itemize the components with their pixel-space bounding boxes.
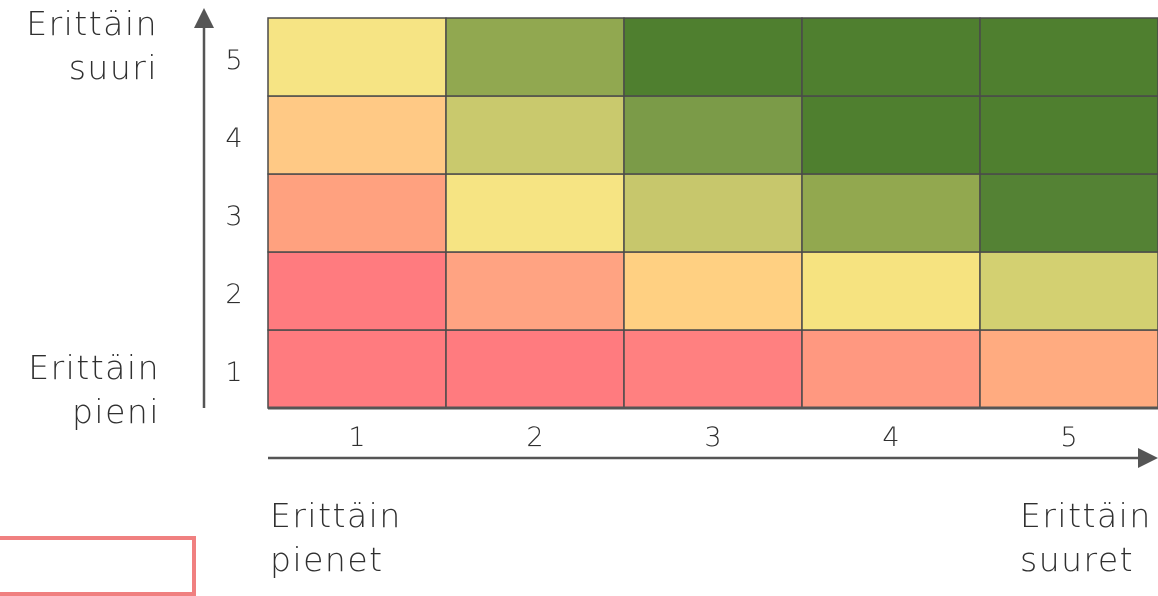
y-tick-label: 4	[225, 123, 242, 154]
x-axis-label-left: Erittäin pienet	[270, 494, 402, 582]
y-axis-label-bottom-line1: Erittäin	[28, 348, 160, 387]
heatmap-cell-x3-y2	[623, 251, 803, 331]
x-tick-labels: 1 2 3 4 5	[348, 422, 1077, 453]
heatmap-cell-x4-y2	[801, 251, 981, 331]
y-axis-label-top: Erittäin suuri	[0, 2, 158, 90]
x-tick-label: 5	[1060, 422, 1077, 453]
y-tick-label: 5	[225, 45, 242, 76]
heatmap-cell-x2-y4	[445, 95, 625, 175]
heatmap-cell-x4-y4	[801, 95, 981, 175]
heatmap-cell-x2-y3	[445, 173, 625, 253]
risk-matrix-chart: 1 2 3 4 5 1 2 3 4 5	[194, 8, 1158, 468]
x-axis-label-right-line2: suuret	[1020, 540, 1135, 579]
heatmap-cell-x5-y5	[979, 17, 1158, 97]
y-axis-label-bottom-line2: pieni	[71, 392, 160, 431]
heatmap-cell-x1-y2	[267, 251, 447, 331]
heatmap-cell-x1-y5	[267, 17, 447, 97]
x-axis-label-left-line1: Erittäin	[270, 496, 402, 535]
x-axis-label-right: Erittäin suuret	[1020, 494, 1152, 582]
y-tick-label: 2	[225, 279, 242, 310]
y-tick-label: 1	[225, 357, 242, 388]
x-axis-label-right-line1: Erittäin	[1020, 496, 1152, 535]
heatmap-cell-x4-y1	[801, 329, 981, 409]
y-axis-label-top-line1: Erittäin	[26, 4, 158, 43]
heatmap-cell-x3-y4	[623, 95, 803, 175]
heatmap-cell-x1-y4	[267, 95, 447, 175]
heatmap-cell-x4-y3	[801, 173, 981, 253]
y-tick-labels: 1 2 3 4 5	[225, 45, 242, 388]
y-tick-label: 3	[225, 201, 242, 232]
heatmap-cell-x5-y1	[979, 329, 1158, 409]
heatmap-cell-x5-y4	[979, 95, 1158, 175]
heatmap-cell-x3-y5	[623, 17, 803, 97]
heatmap-cell-x3-y1	[623, 329, 803, 409]
heatmap-cell-x5-y2	[979, 251, 1158, 331]
x-tick-label: 4	[882, 422, 899, 453]
y-axis-label-bottom: Erittäin pieni	[0, 346, 160, 434]
heatmap-cell-x5-y3	[979, 173, 1158, 253]
heatmap-cell-x2-y5	[445, 17, 625, 97]
heatmap-cell-x1-y1	[267, 329, 447, 409]
heatmap-cell-x3-y3	[623, 173, 803, 253]
heatmap-cell-x2-y2	[445, 251, 625, 331]
x-axis-label-left-line2: pienet	[270, 540, 384, 579]
heatmap-cell-x2-y1	[445, 329, 625, 409]
x-tick-label: 3	[704, 422, 721, 453]
heatmap-cell-x4-y5	[801, 17, 981, 97]
x-tick-label: 2	[526, 422, 543, 453]
heatmap-cell-x1-y3	[267, 173, 447, 253]
y-axis-label-top-line2: suuri	[68, 48, 158, 87]
x-tick-label: 1	[348, 422, 365, 453]
heatmap-cells	[267, 17, 1158, 410]
legend-box-fragment	[0, 536, 196, 596]
